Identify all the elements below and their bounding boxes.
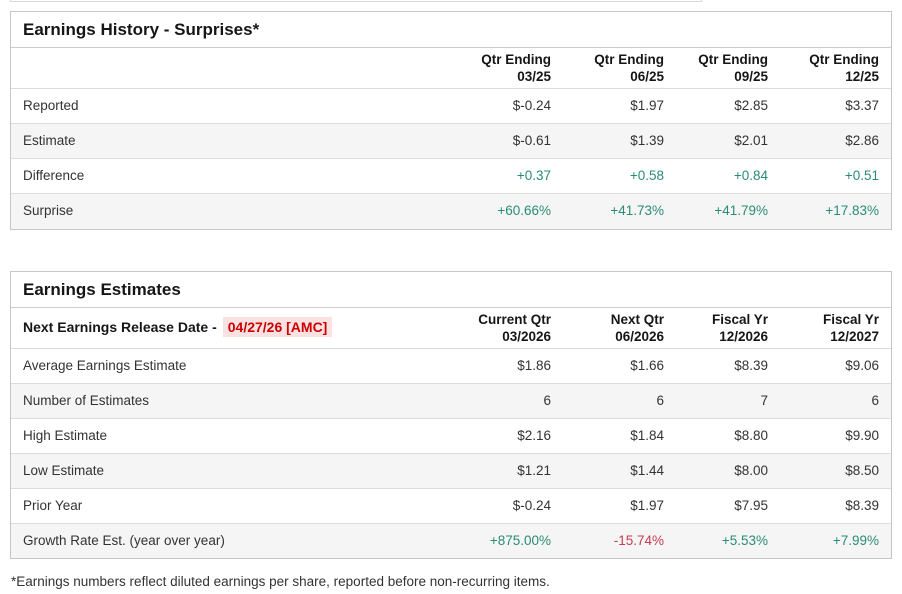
column-header-qtr-0925: Qtr Ending 09/25 — [676, 48, 780, 89]
value-cell-positive: +5.53% — [721, 532, 768, 548]
value-cell: 6 — [563, 383, 676, 419]
value-cell: $7.95 — [676, 488, 780, 524]
value-cell: $-0.24 — [450, 488, 563, 524]
value-cell: $1.44 — [563, 453, 676, 489]
value-cell: $8.50 — [780, 453, 891, 489]
value-cell: $8.80 — [676, 418, 780, 454]
table-row-estimate: Estimate $-0.61 $1.39 $2.01 $2.86 — [11, 123, 891, 159]
value-cell: $3.37 — [780, 88, 891, 124]
value-cell: $2.16 — [450, 418, 563, 454]
table-row-difference: Difference +0.37 +0.58 +0.84 +0.51 — [11, 158, 891, 194]
empty-header-cell — [11, 48, 450, 89]
column-header-qtr-0625: Qtr Ending 06/25 — [563, 48, 676, 89]
value-cell-positive: +60.66% — [497, 203, 551, 219]
earnings-estimates-header-row: Next Earnings Release Date - 04/27/26 [AM… — [11, 307, 891, 349]
column-header-fiscal-yr-2026: Fiscal Yr 12/2026 — [676, 307, 780, 349]
table-row-high-estimate: High Estimate $2.16 $1.84 $8.80 $9.90 — [11, 418, 891, 454]
value-cell: $-0.24 — [450, 88, 563, 124]
value-cell: 6 — [780, 383, 891, 419]
release-date-label: Next Earnings Release Date - — [23, 319, 217, 335]
column-header-fiscal-yr-2027: Fiscal Yr 12/2027 — [780, 307, 891, 349]
earnings-estimates-title: Earnings Estimates — [11, 272, 891, 308]
table-row-prior-year: Prior Year $-0.24 $1.97 $7.95 $8.39 — [11, 488, 891, 524]
row-label: Average Earnings Estimate — [11, 348, 450, 384]
value-cell-positive: +875.00% — [489, 532, 551, 548]
value-cell-positive: +7.99% — [832, 532, 879, 548]
table-row-growth-rate-est: Growth Rate Est. (year over year) +875.0… — [11, 523, 891, 558]
row-label: Surprise — [23, 203, 74, 219]
value-cell: $1.39 — [563, 123, 676, 159]
earnings-history-header-row: Qtr Ending 03/25 Qtr Ending 06/25 Qtr Endi… — [11, 48, 891, 89]
value-cell: 6 — [450, 383, 563, 419]
column-header-qtr-0325: Qtr Ending 03/25 — [450, 48, 563, 89]
row-label: Reported — [11, 88, 450, 124]
value-cell-positive: +0.37 — [450, 158, 563, 194]
value-cell: $8.39 — [676, 348, 780, 384]
earnings-footnote: *Earnings numbers reflect diluted earnin… — [11, 574, 550, 589]
value-cell: $1.86 — [450, 348, 563, 384]
value-cell: $9.90 — [780, 418, 891, 454]
value-cell: $-0.61 — [450, 123, 563, 159]
value-cell: $1.97 — [563, 88, 676, 124]
earnings-estimates-panel: Earnings Estimates Next Earnings Release… — [10, 270, 892, 559]
value-cell: $2.85 — [676, 88, 780, 124]
value-cell-negative: -15.74% — [613, 532, 664, 548]
value-cell-positive: +0.58 — [563, 158, 676, 194]
value-cell: $9.06 — [780, 348, 891, 384]
value-cell: $2.86 — [780, 123, 891, 159]
row-label: Difference — [11, 158, 450, 194]
previous-table-cutoff-edge — [10, 0, 702, 2]
value-cell: 7 — [676, 383, 780, 419]
earnings-history-panel: Earnings History - Surprises* Qtr Ending… — [10, 11, 892, 230]
value-cell-positive: +41.73% — [610, 203, 664, 219]
column-header-current-qtr: Current Qtr 03/2026 — [450, 307, 563, 349]
value-cell: $2.01 — [676, 123, 780, 159]
table-row-average-earnings-estimate: Average Earnings Estimate $1.86 $1.66 $8… — [11, 348, 891, 384]
value-cell-positive: +0.84 — [676, 158, 780, 194]
table-row-surprise: Surprise +60.66% +41.73% +41.79% +17.83% — [11, 193, 891, 229]
earnings-history-title: Earnings History - Surprises* — [11, 12, 891, 48]
value-cell: $1.66 — [563, 348, 676, 384]
value-cell: $1.84 — [563, 418, 676, 454]
table-row-number-of-estimates: Number of Estimates 6 6 7 6 — [11, 383, 891, 419]
row-label: Growth Rate Est. (year over year) — [23, 532, 225, 548]
table-row-reported: Reported $-0.24 $1.97 $2.85 $3.37 — [11, 88, 891, 124]
row-label: Prior Year — [11, 488, 450, 524]
next-earnings-release: Next Earnings Release Date - 04/27/26 [AM… — [11, 307, 450, 349]
value-cell: $8.00 — [676, 453, 780, 489]
row-label: High Estimate — [11, 418, 450, 454]
value-cell: $8.39 — [780, 488, 891, 524]
value-cell: $1.21 — [450, 453, 563, 489]
release-date-badge: 04/27/26 [AMC] — [222, 317, 333, 337]
row-label: Number of Estimates — [11, 383, 450, 419]
row-label: Low Estimate — [11, 453, 450, 489]
earnings-estimates-table: Next Earnings Release Date - 04/27/26 [AM… — [11, 307, 891, 558]
value-cell: $1.97 — [563, 488, 676, 524]
column-header-qtr-1225: Qtr Ending 12/25 — [780, 48, 891, 89]
row-label: Estimate — [11, 123, 450, 159]
value-cell-positive: +0.51 — [780, 158, 891, 194]
value-cell-positive: +41.79% — [714, 203, 768, 219]
table-row-low-estimate: Low Estimate $1.21 $1.44 $8.00 $8.50 — [11, 453, 891, 489]
value-cell-positive: +17.83% — [825, 203, 879, 219]
earnings-history-table: Qtr Ending 03/25 Qtr Ending 06/25 Qtr Endi… — [11, 48, 891, 229]
column-header-next-qtr: Next Qtr 06/2026 — [563, 307, 676, 349]
